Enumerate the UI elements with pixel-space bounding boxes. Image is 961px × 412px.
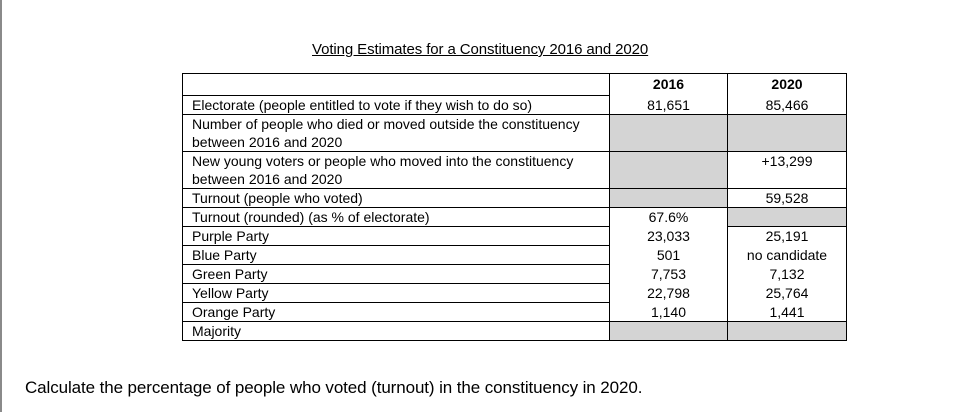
- value-2016: 23,033: [609, 226, 728, 246]
- value-2016: 501: [609, 245, 728, 265]
- table-row: Blue Party 501 no candidate: [182, 245, 847, 265]
- table-row: Turnout (rounded) (as % of electorate) 6…: [182, 207, 847, 227]
- value-2020: 59,528: [727, 188, 847, 208]
- table-row: Turnout (people who voted) 59,528: [182, 188, 847, 208]
- table-row: Orange Party 1,140 1,441: [182, 302, 847, 322]
- row-label: Yellow Party: [182, 283, 610, 303]
- table-row: Green Party 7,753 7,132: [182, 264, 847, 284]
- table-row: Electorate (people entitled to vote if t…: [182, 95, 847, 115]
- row-label: Orange Party: [182, 302, 610, 322]
- question-text: Calculate the percentage of people who v…: [25, 378, 643, 397]
- row-label: Blue Party: [182, 245, 610, 265]
- value-2020: [727, 114, 847, 152]
- window-left-border: [0, 0, 2, 412]
- value-2016: [609, 321, 728, 341]
- value-2016: 22,798: [609, 283, 728, 303]
- table-row: Majority: [182, 321, 847, 341]
- value-2016: 1,140: [609, 302, 728, 322]
- row-label: Purple Party: [182, 226, 610, 246]
- row-label: Number of people who died or moved outsi…: [182, 114, 610, 152]
- value-2016: [609, 114, 728, 152]
- value-2016: [609, 151, 728, 189]
- header-row: 2016 2020: [182, 73, 847, 96]
- value-2020: +13,299: [727, 151, 847, 189]
- row-label: Turnout (rounded) (as % of electorate): [182, 207, 610, 227]
- table-title: Voting Estimates for a Constituency 2016…: [312, 41, 649, 58]
- value-2020: 85,466: [727, 95, 847, 115]
- header-2020: 2020: [727, 73, 847, 96]
- value-2016: 7,753: [609, 264, 728, 284]
- row-label: Turnout (people who voted): [182, 188, 610, 208]
- value-2020: 1,441: [727, 302, 847, 322]
- row-label: Green Party: [182, 264, 610, 284]
- table-row: Yellow Party 22,798 25,764: [182, 283, 847, 303]
- value-2020: 25,764: [727, 283, 847, 303]
- header-label-cell: [182, 73, 610, 96]
- voting-estimates-table: 2016 2020 Electorate (people entitled to…: [182, 73, 847, 341]
- header-2016: 2016: [609, 73, 728, 96]
- value-2020: no candidate: [727, 245, 847, 265]
- row-label: Electorate (people entitled to vote if t…: [182, 95, 610, 115]
- value-2020: 25,191: [727, 226, 847, 246]
- table-row: New young voters or people who moved int…: [182, 151, 847, 189]
- value-2020: [727, 207, 847, 227]
- value-2020: 7,132: [727, 264, 847, 284]
- value-2016: 67.6%: [609, 207, 728, 227]
- table-row: Purple Party 23,033 25,191: [182, 226, 847, 246]
- value-2020: [727, 321, 847, 341]
- row-label: Majority: [182, 321, 610, 341]
- value-2016: [609, 188, 728, 208]
- value-2016: 81,651: [609, 95, 728, 115]
- row-label: New young voters or people who moved int…: [182, 151, 610, 189]
- table-row: Number of people who died or moved outsi…: [182, 114, 847, 152]
